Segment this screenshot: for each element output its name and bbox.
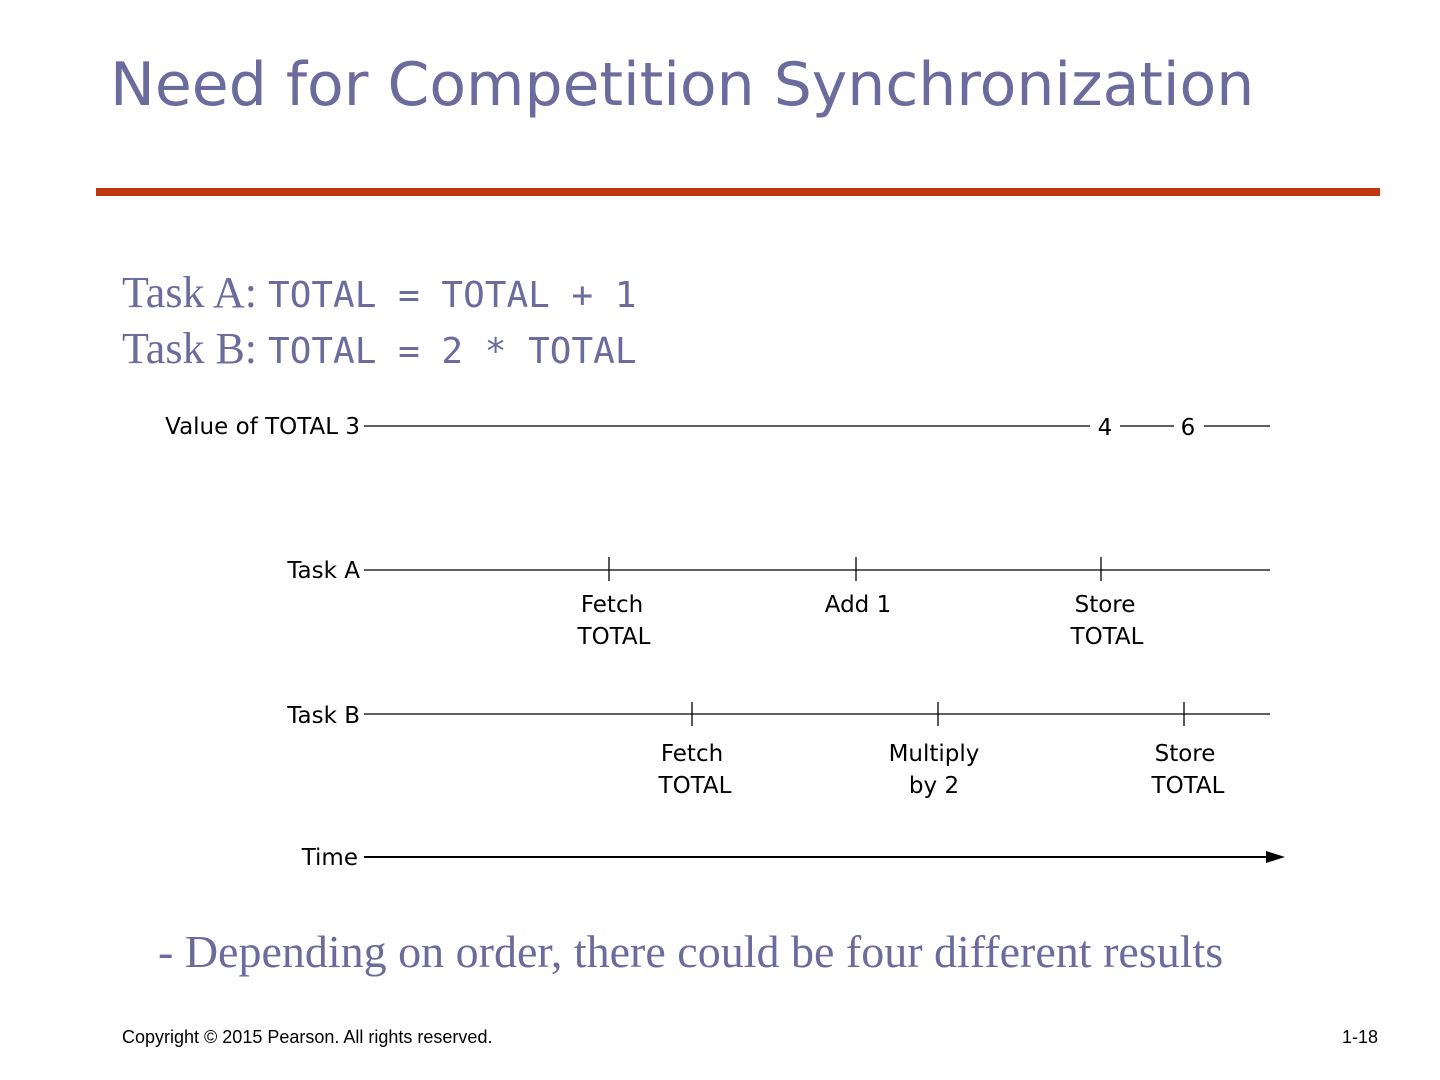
- task-a-event-fetch-line2: TOTAL: [577, 624, 651, 650]
- copyright-text: Copyright © 2015 Pearson. All rights res…: [122, 1027, 493, 1047]
- task-b-event-fetch-line1: Fetch: [661, 741, 723, 767]
- task-a-label: Task A:: [122, 268, 269, 317]
- value-4-label: 4: [1098, 415, 1113, 441]
- task-b-statement: Task B: TOTAL = 2 * TOTAL: [122, 322, 637, 379]
- task-b-code: TOTAL = 2 * TOTAL: [268, 331, 637, 372]
- task-a-event-add-line1: Add 1: [825, 592, 891, 618]
- slide-title: Need for Competition Synchronization: [110, 50, 1255, 120]
- task-a-event-store-line2: TOTAL: [1070, 624, 1144, 650]
- slide-number: 1-18: [1341, 1027, 1378, 1047]
- task-b-event-multiply-line2: by 2: [909, 773, 959, 799]
- time-arrow-icon: [1266, 851, 1285, 863]
- task-b-event-multiply-line1: Multiply: [889, 741, 980, 767]
- task-a-statement: Task A: TOTAL = TOTAL + 1: [122, 266, 637, 323]
- value-4-mask: [1090, 412, 1120, 438]
- task-a-event-store-line1: Store: [1075, 592, 1136, 618]
- task-b-label: Task B:: [122, 324, 269, 373]
- value-6-label: 6: [1181, 415, 1196, 441]
- task-b-event-fetch-line2: TOTAL: [658, 773, 732, 799]
- time-axis-label: Time: [301, 845, 358, 871]
- title-divider: [96, 188, 1380, 196]
- task-b-event-store-line1: Store: [1155, 741, 1216, 767]
- task-b-event-store-line2: TOTAL: [1151, 773, 1225, 799]
- task-a-code: TOTAL = TOTAL + 1: [268, 275, 637, 316]
- task-b-row-label: Task B: [286, 703, 360, 729]
- value-row-label: Value of TOTAL 3: [165, 414, 360, 440]
- value-6-mask: [1174, 412, 1204, 438]
- task-a-row-label: Task A: [286, 558, 360, 584]
- task-a-event-fetch-line1: Fetch: [581, 592, 643, 618]
- bottom-note: - Depending on order, there could be fou…: [158, 926, 1224, 977]
